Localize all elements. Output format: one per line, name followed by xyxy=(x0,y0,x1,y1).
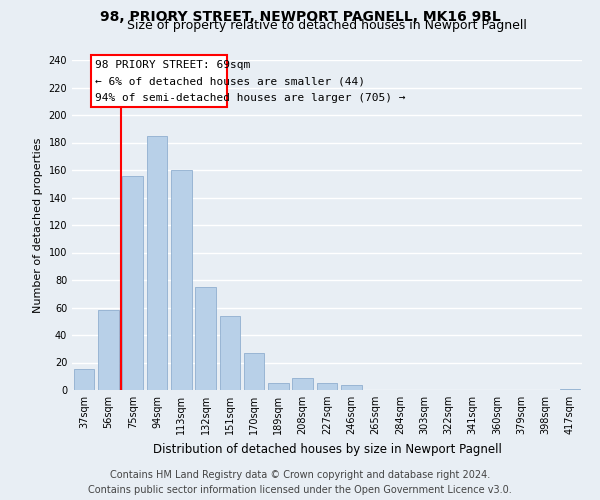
Text: 98, PRIORY STREET, NEWPORT PAGNELL, MK16 9BL: 98, PRIORY STREET, NEWPORT PAGNELL, MK16… xyxy=(100,10,500,24)
X-axis label: Distribution of detached houses by size in Newport Pagnell: Distribution of detached houses by size … xyxy=(152,442,502,456)
Bar xyxy=(146,136,167,390)
Bar xyxy=(74,370,94,390)
Bar xyxy=(317,383,337,390)
Text: 94% of semi-detached houses are larger (705) →: 94% of semi-detached houses are larger (… xyxy=(95,93,406,103)
Y-axis label: Number of detached properties: Number of detached properties xyxy=(33,138,43,312)
Text: ← 6% of detached houses are smaller (44): ← 6% of detached houses are smaller (44) xyxy=(95,76,365,86)
Bar xyxy=(341,384,362,390)
Bar xyxy=(171,170,191,390)
Bar xyxy=(244,353,265,390)
Title: Size of property relative to detached houses in Newport Pagnell: Size of property relative to detached ho… xyxy=(127,20,527,32)
FancyBboxPatch shape xyxy=(91,54,227,107)
Bar xyxy=(560,388,580,390)
Text: Contains HM Land Registry data © Crown copyright and database right 2024.
Contai: Contains HM Land Registry data © Crown c… xyxy=(88,470,512,495)
Bar xyxy=(268,383,289,390)
Bar xyxy=(122,176,143,390)
Bar xyxy=(195,287,216,390)
Bar xyxy=(220,316,240,390)
Text: 98 PRIORY STREET: 69sqm: 98 PRIORY STREET: 69sqm xyxy=(95,60,250,70)
Bar xyxy=(98,310,119,390)
Bar xyxy=(292,378,313,390)
